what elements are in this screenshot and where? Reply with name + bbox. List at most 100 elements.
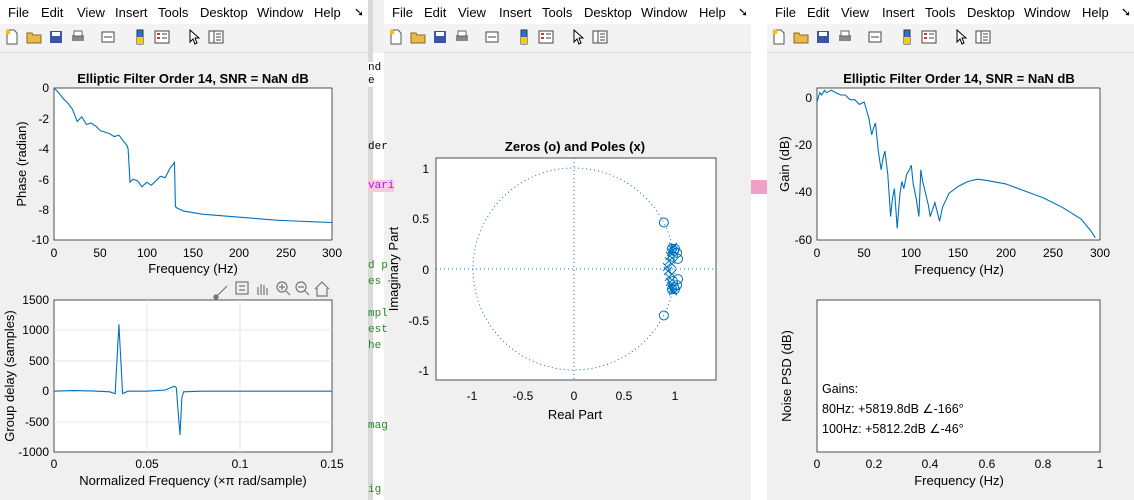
- menu-insert[interactable]: Insert: [882, 5, 915, 20]
- series-line: [816, 89, 1096, 239]
- zoom-in-icon[interactable]: [276, 281, 291, 296]
- y-tick: 500: [29, 354, 49, 368]
- save-icon[interactable]: [815, 29, 831, 45]
- y-tick: -6: [38, 173, 49, 187]
- menu-insert[interactable]: Insert: [499, 5, 532, 20]
- menu-desktop[interactable]: Desktop: [200, 5, 248, 20]
- axes-box[interactable]: [53, 87, 333, 241]
- zoom-out-icon[interactable]: [295, 281, 310, 296]
- colorbar-icon[interactable]: [516, 29, 532, 45]
- menu-tools[interactable]: Tools: [542, 5, 573, 20]
- figure-svg: Elliptic Filter Order 14, SNR = NaN dB 0…: [777, 71, 1110, 488]
- save-icon[interactable]: [432, 29, 448, 45]
- x-tick: 300: [1090, 246, 1110, 260]
- pole-marker: [667, 269, 677, 279]
- legend-icon[interactable]: [154, 29, 170, 45]
- link-icon[interactable]: [867, 29, 883, 45]
- menu-file[interactable]: File: [8, 5, 29, 20]
- y-tick: -500: [25, 415, 49, 429]
- new-figure-icon[interactable]: [388, 29, 404, 45]
- figure-window-3: File Edit View Insert Tools Desktop Wind…: [767, 0, 1134, 500]
- menu-desktop[interactable]: Desktop: [584, 5, 632, 20]
- y-tick-labels: 1500 1000 500 0 -500 -1000: [18, 293, 49, 459]
- figure-svg: Elliptic Filter Order 14, SNR = NaN dB 0…: [2, 71, 344, 488]
- data-tips-icon[interactable]: [235, 281, 249, 295]
- menu-file[interactable]: File: [775, 5, 796, 20]
- link-icon[interactable]: [100, 29, 116, 45]
- colorbar-icon[interactable]: [132, 29, 148, 45]
- home-icon[interactable]: [314, 281, 330, 297]
- menu-file[interactable]: File: [392, 5, 413, 20]
- menu-edit[interactable]: Edit: [807, 5, 830, 20]
- property-editor-icon[interactable]: [592, 29, 608, 45]
- background-highlight-bar: [751, 180, 767, 194]
- menu-insert[interactable]: Insert: [115, 5, 148, 20]
- x-tick: 0.05: [135, 457, 159, 471]
- axes-box[interactable]: [53, 299, 333, 453]
- menu-desktop[interactable]: Desktop: [967, 5, 1015, 20]
- x-tick: 0: [814, 457, 821, 471]
- menu-overflow-icon[interactable]: ➘: [1121, 5, 1132, 19]
- print-icon[interactable]: [837, 29, 853, 45]
- axes-box[interactable]: [816, 87, 1101, 241]
- menu-tools[interactable]: Tools: [925, 5, 956, 20]
- x-tick: 100: [901, 246, 921, 260]
- figure-toolbar: [767, 24, 1134, 53]
- x-tick-labels: -1 -0.5 0 0.5 1: [467, 389, 679, 403]
- property-editor-icon[interactable]: [208, 29, 224, 45]
- colorbar-icon[interactable]: [899, 29, 915, 45]
- x-tick: 200: [229, 246, 249, 260]
- legend-icon[interactable]: [921, 29, 937, 45]
- pole-marker: [667, 244, 677, 254]
- pointer-icon[interactable]: [186, 29, 202, 45]
- print-icon[interactable]: [454, 29, 470, 45]
- y-axis-label: Group delay (samples): [2, 310, 17, 442]
- pointer-icon[interactable]: [570, 29, 586, 45]
- open-icon[interactable]: [26, 29, 42, 45]
- legend-icon[interactable]: [538, 29, 554, 45]
- property-editor-icon[interactable]: [975, 29, 991, 45]
- open-icon[interactable]: [793, 29, 809, 45]
- menu-edit[interactable]: Edit: [41, 5, 64, 20]
- menu-bar: File Edit View Insert Tools Desktop Wind…: [384, 0, 751, 24]
- axes-toolbar: [213, 281, 330, 300]
- menu-window[interactable]: Window: [1024, 5, 1071, 20]
- x-axis-label: Frequency (Hz): [148, 261, 238, 276]
- y-tick: 0.5: [412, 212, 429, 226]
- menu-help[interactable]: Help: [699, 5, 726, 20]
- x-tick: 0.4: [922, 457, 939, 471]
- menu-view[interactable]: View: [841, 5, 869, 20]
- menu-tools[interactable]: Tools: [158, 5, 189, 20]
- menu-edit[interactable]: Edit: [424, 5, 447, 20]
- menu-view[interactable]: View: [77, 5, 105, 20]
- menu-help[interactable]: Help: [314, 5, 341, 20]
- background-text-fragment: vari: [368, 180, 395, 192]
- menu-overflow-icon[interactable]: ➘: [738, 5, 749, 19]
- y-axis-label: Imaginary Part: [386, 226, 401, 311]
- menu-view[interactable]: View: [458, 5, 486, 20]
- x-tick: 0: [571, 389, 578, 403]
- figure-window-1: File Edit View Insert Tools Desktop Wind…: [0, 0, 368, 500]
- brush-icon[interactable]: [213, 285, 228, 300]
- x-tick-labels: 0 50 100 150 200 250 300: [51, 246, 343, 260]
- y-tick: -4: [38, 142, 49, 156]
- menu-help[interactable]: Help: [1082, 5, 1109, 20]
- y-tick: -1: [418, 364, 429, 378]
- x-tick: 0.15: [320, 457, 344, 471]
- print-icon[interactable]: [70, 29, 86, 45]
- save-icon[interactable]: [48, 29, 64, 45]
- annotation-line: 80Hz: +5819.8dB ∠-166°: [822, 402, 964, 416]
- link-icon[interactable]: [484, 29, 500, 45]
- x-tick: 150: [948, 246, 968, 260]
- pan-icon[interactable]: [257, 284, 268, 295]
- x-tick: 1: [1097, 457, 1104, 471]
- menu-overflow-icon[interactable]: ➘: [354, 5, 365, 19]
- menu-window[interactable]: Window: [257, 5, 304, 20]
- new-figure-icon[interactable]: [4, 29, 20, 45]
- axes-box[interactable]: [816, 299, 1101, 453]
- open-icon[interactable]: [410, 29, 426, 45]
- y-tick: -2: [38, 112, 49, 126]
- new-figure-icon[interactable]: [771, 29, 787, 45]
- menu-window[interactable]: Window: [641, 5, 688, 20]
- pointer-icon[interactable]: [953, 29, 969, 45]
